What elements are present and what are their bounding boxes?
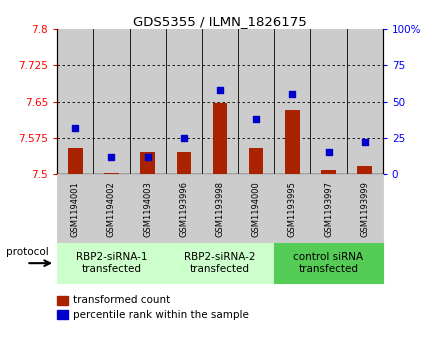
Bar — [274, 29, 311, 174]
Text: GSM1193995: GSM1193995 — [288, 181, 297, 237]
Bar — [249, 148, 264, 174]
Title: GDS5355 / ILMN_1826175: GDS5355 / ILMN_1826175 — [133, 15, 307, 28]
Text: GSM1194002: GSM1194002 — [107, 181, 116, 237]
Point — [361, 139, 368, 145]
Bar — [321, 170, 336, 174]
Point — [253, 116, 260, 122]
Text: GSM1194001: GSM1194001 — [71, 181, 80, 237]
Bar — [68, 148, 83, 174]
Bar — [202, 29, 238, 174]
Text: GSM1193998: GSM1193998 — [216, 181, 224, 237]
Bar — [357, 166, 372, 174]
Text: GSM1193997: GSM1193997 — [324, 181, 333, 237]
Text: RBP2-siRNA-2
transfected: RBP2-siRNA-2 transfected — [184, 252, 256, 274]
Text: protocol: protocol — [6, 247, 48, 257]
Text: RBP2-siRNA-1
transfected: RBP2-siRNA-1 transfected — [76, 252, 147, 274]
Bar — [347, 29, 383, 174]
Point — [180, 135, 187, 141]
Point — [144, 154, 151, 160]
Bar — [104, 173, 119, 174]
Text: percentile rank within the sample: percentile rank within the sample — [73, 310, 249, 320]
Point — [325, 150, 332, 155]
Bar — [285, 110, 300, 174]
Bar — [166, 29, 202, 174]
Point — [108, 154, 115, 160]
Bar — [311, 29, 347, 174]
Text: GSM1194000: GSM1194000 — [252, 181, 260, 237]
Bar — [129, 29, 166, 174]
Bar — [140, 152, 155, 174]
Point — [289, 91, 296, 97]
Bar — [57, 29, 93, 174]
Bar — [238, 29, 274, 174]
Text: GSM1193996: GSM1193996 — [180, 181, 188, 237]
Text: GSM1194003: GSM1194003 — [143, 181, 152, 237]
Bar — [176, 152, 191, 174]
Point — [216, 87, 224, 93]
Text: control siRNA
transfected: control siRNA transfected — [293, 252, 363, 274]
Point — [72, 125, 79, 131]
Bar — [93, 29, 129, 174]
Text: GSM1193999: GSM1193999 — [360, 181, 369, 237]
Bar — [213, 103, 227, 174]
Text: transformed count: transformed count — [73, 295, 170, 305]
